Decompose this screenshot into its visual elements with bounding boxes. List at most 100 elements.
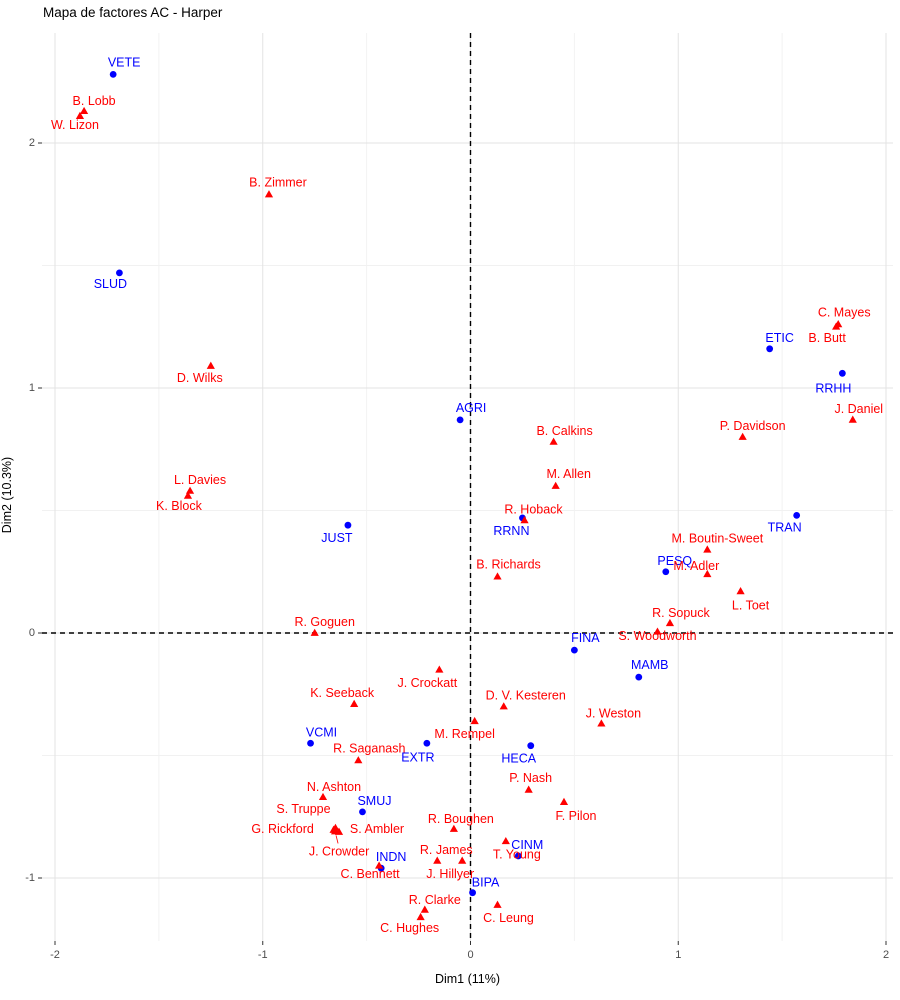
individuals-point-b-butt [832, 322, 841, 330]
individuals-label-r-sopuck: R. Sopuck [652, 606, 710, 620]
categories-point-heca [527, 742, 535, 750]
individuals-label-t-young: T. Young [493, 847, 541, 861]
categories-point-mamb [635, 673, 643, 681]
categories-point-pesq [662, 568, 670, 576]
categories-point-just [344, 521, 352, 529]
categories-label-cinm: CINM [511, 838, 543, 852]
individuals-label-m-allen: M. Allen [546, 467, 591, 481]
individuals-label-b-calkins: B. Calkins [536, 424, 592, 438]
individuals-point-d-v-kesteren [499, 702, 508, 710]
individuals-point-j-daniel [848, 415, 857, 423]
y-axis-title: Dim2 (10.3%) [0, 456, 14, 534]
categories-point-vete [109, 71, 117, 78]
categories-label-extr: EXTR [401, 750, 434, 764]
individuals-point-l-toet [736, 587, 745, 595]
categories-label-bipa: BIPA [472, 876, 500, 890]
individuals-point-n-ashton [318, 792, 328, 801]
x-axis-tick-label: 0 [467, 949, 473, 961]
categories-label-agri: AGRI [456, 401, 487, 415]
individuals-point-r-clarke [420, 905, 429, 913]
individuals-point-j-weston [597, 719, 606, 727]
individuals-label-f-pilon: F. Pilon [555, 809, 596, 823]
x-axis-tick-label: -2 [50, 949, 60, 961]
individuals-label-p-nash: P. Nash [509, 771, 552, 785]
individuals-point-m-boutin-sweet [703, 545, 712, 553]
individuals-point-l-davies [185, 486, 195, 494]
x-axis-title: Dim1 (11%) [434, 972, 501, 986]
individuals-label-r-james: R. James [420, 843, 473, 857]
individuals-label-j-daniel: J. Daniel [834, 402, 883, 416]
categories-label-tran: TRAN [768, 520, 802, 534]
individuals-label-p-davidson: P. Davidson [720, 419, 786, 433]
x-axis-tick-label: 2 [883, 949, 889, 961]
individuals-point-b-calkins [549, 437, 558, 445]
individuals-point-r-boughen [449, 824, 458, 832]
categories-label-indn: INDN [376, 850, 407, 864]
y-axis-tick-label: -1 [25, 872, 35, 884]
individuals-label-k-seeback: K. Seeback [310, 686, 375, 700]
y-axis-tick-label: 0 [29, 627, 35, 639]
individuals-label-r-clarke: R. Clarke [409, 893, 461, 907]
individuals-point-f-pilon [559, 797, 569, 805]
individuals-label-d-wilks: D. Wilks [177, 371, 223, 385]
individuals-point-m-allen [551, 481, 560, 489]
individuals-label-w-lizon: W. Lizon [51, 118, 99, 132]
categories-label-heca: HECA [501, 752, 536, 766]
y-axis-tick-label: 1 [29, 382, 35, 394]
categories-point-extr [423, 739, 431, 747]
categories-label-etic: ETIC [765, 331, 793, 345]
individuals-point-j-crockatt [435, 665, 444, 673]
individuals-label-b-richards: B. Richards [476, 558, 541, 572]
categories-label-rrnn: RRNN [493, 524, 529, 538]
individuals-label-g-rickford: G. Rickford [251, 822, 314, 836]
individuals-point-r-saganash [354, 756, 363, 764]
categories-label-vcmi: VCMI [306, 725, 337, 739]
individuals-label-c-bennett: C. Bennett [341, 867, 401, 881]
individuals-point-k-seeback [350, 699, 359, 707]
individuals-point-d-wilks [206, 361, 215, 369]
categories-label-just: JUST [321, 531, 353, 545]
individuals-label-b-butt: B. Butt [808, 331, 846, 345]
categories-label-rrhh: RRHH [815, 381, 851, 395]
individuals-label-c-leung: C. Leung [483, 911, 534, 925]
categories-label-pesq: PESQ [657, 554, 692, 568]
individuals-point-r-goguen [310, 628, 319, 636]
individuals-point-b-lobb [79, 106, 89, 115]
individuals-label-r-hoback: R. Hoback [504, 502, 563, 516]
individuals-point-j-hillyer [458, 856, 467, 864]
individuals-point-b-zimmer [264, 190, 274, 198]
individuals-point-m-rempel [470, 716, 479, 725]
categories-point-tran [793, 512, 801, 519]
individuals-point-j-crowder [330, 827, 340, 835]
individuals-label-j-crowder: J. Crowder [309, 844, 369, 858]
individuals-point-w-lizon [75, 111, 85, 119]
categories-point-slud [116, 269, 123, 277]
individuals-label-s-truppe: S. Truppe [276, 802, 330, 816]
individuals-point-m-adler [703, 569, 712, 578]
individuals-label-r-boughen: R. Boughen [428, 812, 494, 826]
individuals-label-b-zimmer: B. Zimmer [249, 175, 307, 189]
individuals-label-m-boutin-sweet: M. Boutin-Sweet [671, 532, 763, 546]
individuals-label-j-hillyer: J. Hillyer [426, 867, 474, 881]
individuals-label-n-ashton: N. Ashton [307, 780, 361, 794]
individuals-label-d-v-kesteren: D. V. Kesteren [486, 689, 566, 703]
x-axis-tick-label: 1 [675, 949, 681, 961]
individuals-label-b-lobb: B. Lobb [73, 94, 116, 108]
individuals-point-c-leung [493, 900, 502, 908]
categories-label-mamb: MAMB [631, 658, 669, 672]
individuals-point-c-bennett [374, 861, 384, 869]
categories-point-smuj [359, 808, 366, 816]
y-axis-tick-label: 2 [29, 137, 35, 149]
individuals-label-r-saganash: R. Saganash [333, 741, 405, 755]
individuals-label-m-adler: M. Adler [673, 559, 719, 573]
individuals-point-k-block [183, 491, 193, 499]
individuals-point-t-young [501, 836, 510, 845]
individuals-label-r-goguen: R. Goguen [294, 615, 355, 629]
categories-label-slud: SLUD [94, 277, 127, 291]
categories-point-agri [456, 416, 464, 424]
individuals-point-b-richards [493, 572, 502, 580]
categories-point-vcmi [307, 739, 314, 747]
categories-point-etic [766, 345, 774, 353]
chart-title: Mapa de factores AC - Harper [43, 5, 223, 20]
